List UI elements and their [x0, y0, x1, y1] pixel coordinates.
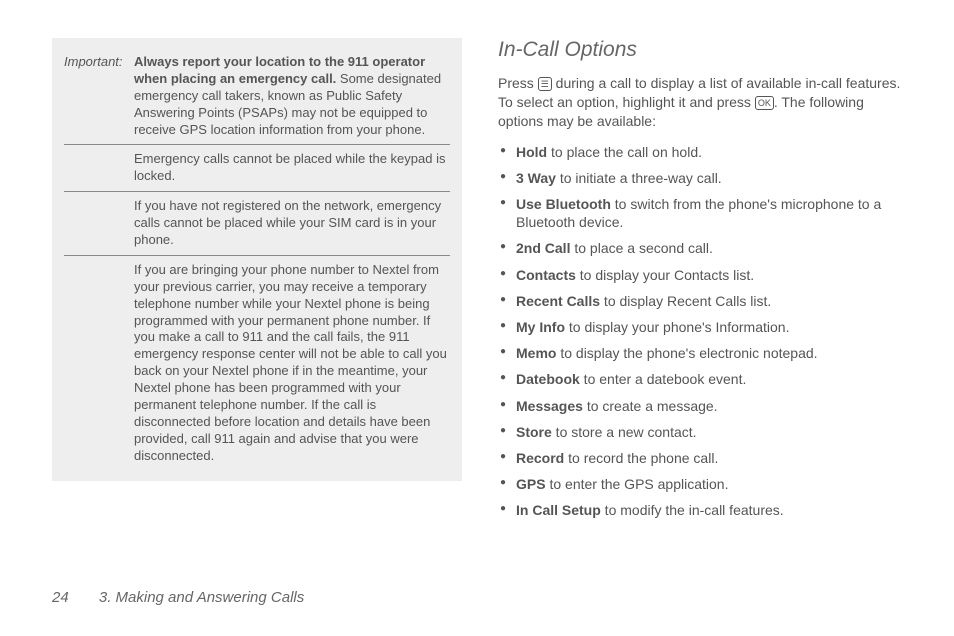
option-name: Record: [516, 450, 564, 466]
option-name: Datebook: [516, 371, 580, 387]
list-item: My Info to display your phone's Informat…: [498, 318, 902, 336]
option-desc: to display your Contacts list.: [576, 267, 754, 283]
option-name: Contacts: [516, 267, 576, 283]
option-name: Messages: [516, 398, 583, 414]
important-box: Important: Always report your location t…: [52, 38, 462, 481]
page-number: 24: [52, 589, 69, 606]
list-item: 3 Way to initiate a three-way call.: [498, 169, 902, 187]
option-desc: to display your phone's Information.: [565, 319, 789, 335]
important-row: If you are bringing your phone number to…: [64, 255, 450, 471]
important-label: Important:: [64, 54, 134, 138]
option-name: My Info: [516, 319, 565, 335]
option-desc: to place a second call.: [570, 240, 712, 256]
important-label-spacer: [64, 151, 134, 185]
list-item: Datebook to enter a datebook event.: [498, 370, 902, 388]
right-column: In-Call Options Press ☰ during a call to…: [498, 38, 902, 558]
ok-key-icon: OK: [755, 96, 774, 110]
page-footer: 24 3. Making and Answering Calls: [52, 589, 304, 606]
list-item: Recent Calls to display Recent Calls lis…: [498, 292, 902, 310]
important-label-spacer: [64, 262, 134, 465]
chapter-title: 3. Making and Answering Calls: [99, 589, 304, 606]
option-desc: to create a message.: [583, 398, 718, 414]
list-item: Contacts to display your Contacts list.: [498, 266, 902, 284]
list-item: In Call Setup to modify the in-call feat…: [498, 501, 902, 519]
options-list: Hold to place the call on hold. 3 Way to…: [498, 143, 902, 520]
important-row: If you have not registered on the networ…: [64, 191, 450, 255]
option-name: 2nd Call: [516, 240, 570, 256]
section-intro: Press ☰ during a call to display a list …: [498, 74, 902, 131]
option-desc: to store a new contact.: [552, 424, 697, 440]
list-item: GPS to enter the GPS application.: [498, 475, 902, 493]
option-name: GPS: [516, 476, 546, 492]
option-desc: to enter the GPS application.: [546, 476, 729, 492]
list-item: Use Bluetooth to switch from the phone's…: [498, 195, 902, 231]
option-desc: to display the phone's electronic notepa…: [556, 345, 817, 361]
option-desc: to modify the in-call features.: [601, 502, 784, 518]
option-name: Recent Calls: [516, 293, 600, 309]
list-item: Hold to place the call on hold.: [498, 143, 902, 161]
option-name: Use Bluetooth: [516, 196, 611, 212]
important-row: Emergency calls cannot be placed while t…: [64, 144, 450, 191]
intro-part-1: Press: [498, 75, 538, 91]
option-name: 3 Way: [516, 170, 556, 186]
important-label-spacer: [64, 198, 134, 249]
option-desc: to initiate a three-way call.: [556, 170, 722, 186]
option-name: Store: [516, 424, 552, 440]
important-text-0: Always report your location to the 911 o…: [134, 54, 450, 138]
option-desc: to enter a datebook event.: [580, 371, 747, 387]
section-title: In-Call Options: [498, 38, 902, 62]
list-item: Store to store a new contact.: [498, 423, 902, 441]
important-text-1: Emergency calls cannot be placed while t…: [134, 151, 450, 185]
option-name: Memo: [516, 345, 556, 361]
option-desc: to record the phone call.: [564, 450, 718, 466]
list-item: Messages to create a message.: [498, 397, 902, 415]
list-item: 2nd Call to place a second call.: [498, 239, 902, 257]
option-desc: to place the call on hold.: [547, 144, 702, 160]
page-columns: Important: Always report your location t…: [52, 38, 902, 558]
option-name: In Call Setup: [516, 502, 601, 518]
menu-key-icon: ☰: [538, 77, 552, 91]
important-text-3: If you are bringing your phone number to…: [134, 262, 450, 465]
list-item: Record to record the phone call.: [498, 449, 902, 467]
important-row: Important: Always report your location t…: [64, 48, 450, 144]
important-text-2: If you have not registered on the networ…: [134, 198, 450, 249]
option-name: Hold: [516, 144, 547, 160]
option-desc: to display Recent Calls list.: [600, 293, 771, 309]
left-column: Important: Always report your location t…: [52, 38, 462, 558]
list-item: Memo to display the phone's electronic n…: [498, 344, 902, 362]
